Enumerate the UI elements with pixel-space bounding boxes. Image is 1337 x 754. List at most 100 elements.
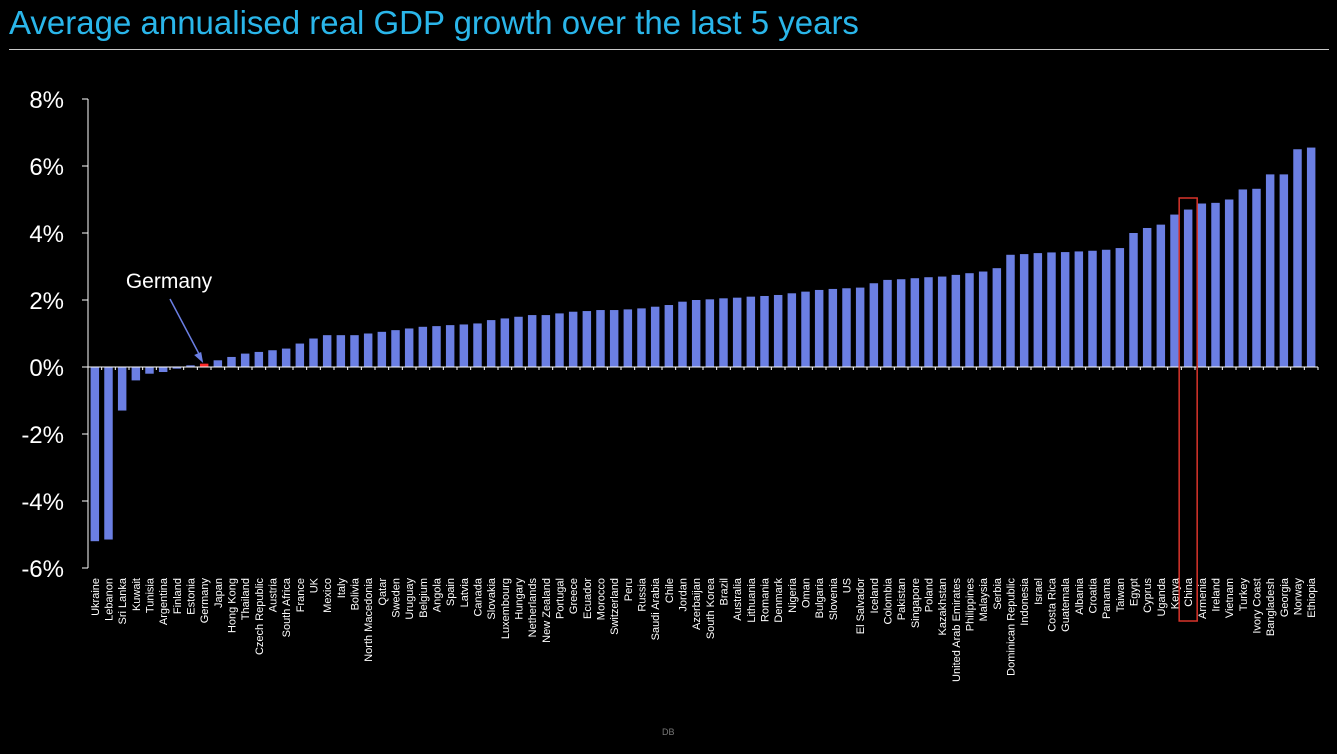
x-tick-label: Israel [1033,578,1045,605]
bar-guatemala [1060,252,1070,367]
x-tick-label: Pakistan [896,578,908,620]
bar-us [842,288,851,367]
x-tick-label: Colombia [883,577,895,624]
bar-australia [732,297,742,367]
bar-finland [172,367,182,369]
bar-malaysia [978,271,988,367]
bar-poland [924,277,933,367]
x-tick-label: Estonia [186,577,198,615]
bar-jordan [678,301,687,367]
bar-germany [199,363,209,367]
bar-latvia [459,324,469,367]
x-tick-label: Russia [637,577,649,612]
x-tick-label: Philippines [965,578,977,632]
x-tick-label: North Macedonia [363,577,375,662]
x-tick-label: Hungary [514,578,526,620]
x-tick-label: Ukraine [90,578,102,616]
x-tick-label: Georgia [1279,577,1291,617]
y-tick-label: 2% [29,288,64,315]
x-tick-label: Panama [1101,577,1113,619]
bar-dominican-republic [1006,254,1015,367]
x-tick-label: Sweden [391,578,403,618]
bar-lebanon [104,367,113,540]
y-tick-label: 0% [29,355,64,382]
annotation-label: Germany [126,270,213,293]
bar-portugal [555,313,564,367]
x-tick-label: Uruguay [404,578,416,620]
x-tick-label: Vietnam [1224,578,1236,618]
x-tick-label: Brazil [719,578,731,606]
bar-el-salvador [855,287,865,367]
x-tick-label: Ecuador [582,578,594,619]
x-tick-label: Azerbaijan [691,578,703,630]
bar-series [90,147,1316,542]
x-tick-label: Ethiopia [1306,577,1318,618]
bar-cyprus [1142,227,1152,367]
x-tick-label: Qatar [377,578,389,606]
x-tick-label: Netherlands [527,578,539,638]
x-tick-label: UK [309,577,321,593]
bar-uk [309,338,318,367]
x-tick-label: Indonesia [1019,577,1031,626]
y-tick-label: -2% [21,422,64,449]
x-tick-label: Jordan [678,578,690,612]
bar-netherlands [527,315,537,367]
bar-bolivia [350,335,359,367]
bar-brazil [719,298,728,367]
bar-austria [268,350,277,367]
x-axis [87,366,1319,370]
bar-hungary [514,316,523,367]
x-tick-label: Malaysia [978,577,990,621]
x-tick-label: Latvia [459,577,471,607]
annotation-arrow-line [169,298,202,359]
x-tick-label: New Zealand [541,578,553,643]
bar-ecuador [582,311,592,367]
x-tick-label: Argentina [158,577,170,625]
x-tick-label: Morocco [596,578,608,620]
bar-colombia [883,279,892,367]
x-tick-label: Nigeria [787,577,799,613]
bar-indonesia [1019,254,1029,367]
x-tick-label: Slovenia [828,577,840,620]
bar-uruguay [404,328,414,367]
bar-slovenia [828,288,838,367]
x-tick-label: United Arab Emirates [951,578,963,682]
y-tick-label: 4% [29,221,64,248]
x-tick-label: Ireland [1211,578,1223,612]
bar-lithuania [746,296,756,367]
bar-kenya [1170,214,1179,367]
x-tick-label: Costa Rica [1047,577,1059,632]
bar-tunisia [145,367,154,374]
bar-egypt [1129,233,1138,367]
x-tick-label: Slovakia [486,577,498,619]
bar-azerbaijan [691,300,701,367]
x-tick-label: Australia [732,577,744,621]
x-tick-label: Austria [268,577,280,612]
x-tick-label: Tunisia [145,577,157,613]
bar-armenia [1197,203,1207,367]
bar-peru [623,309,633,367]
x-tick-label: Bangladesh [1265,578,1277,636]
x-tick-label: Angola [432,577,444,612]
bar-czech-republic [254,351,264,367]
bar-ivory-coast [1252,188,1261,367]
bar-qatar [377,331,387,367]
bar-russia [637,308,646,368]
bar-italy [336,335,346,367]
x-tick-label: Lebanon [104,578,116,621]
bar-mexico [322,335,332,367]
x-tick-label: Cyprus [1142,578,1154,613]
x-tick-label: Spain [445,578,457,606]
x-tick-label: Portugal [555,578,567,619]
x-tick-label: South Africa [281,577,293,637]
bar-norway [1293,149,1302,367]
x-tick-label: Kazakhstan [937,578,949,635]
x-tick-label: Dominican Republic [1006,578,1018,676]
x-tick-label: Czech Republic [254,578,266,656]
x-tick-label: Chile [664,578,676,603]
bar-chile [664,305,674,367]
y-axis: -6% -4% -2% 0% 2% 4% 6% 8% [21,87,89,583]
bar-slovakia [486,320,496,367]
bar-canada [473,323,482,367]
